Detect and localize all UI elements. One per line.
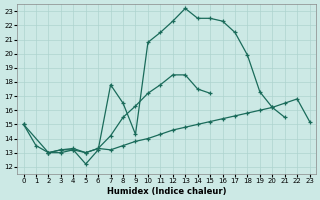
X-axis label: Humidex (Indice chaleur): Humidex (Indice chaleur) bbox=[107, 187, 226, 196]
